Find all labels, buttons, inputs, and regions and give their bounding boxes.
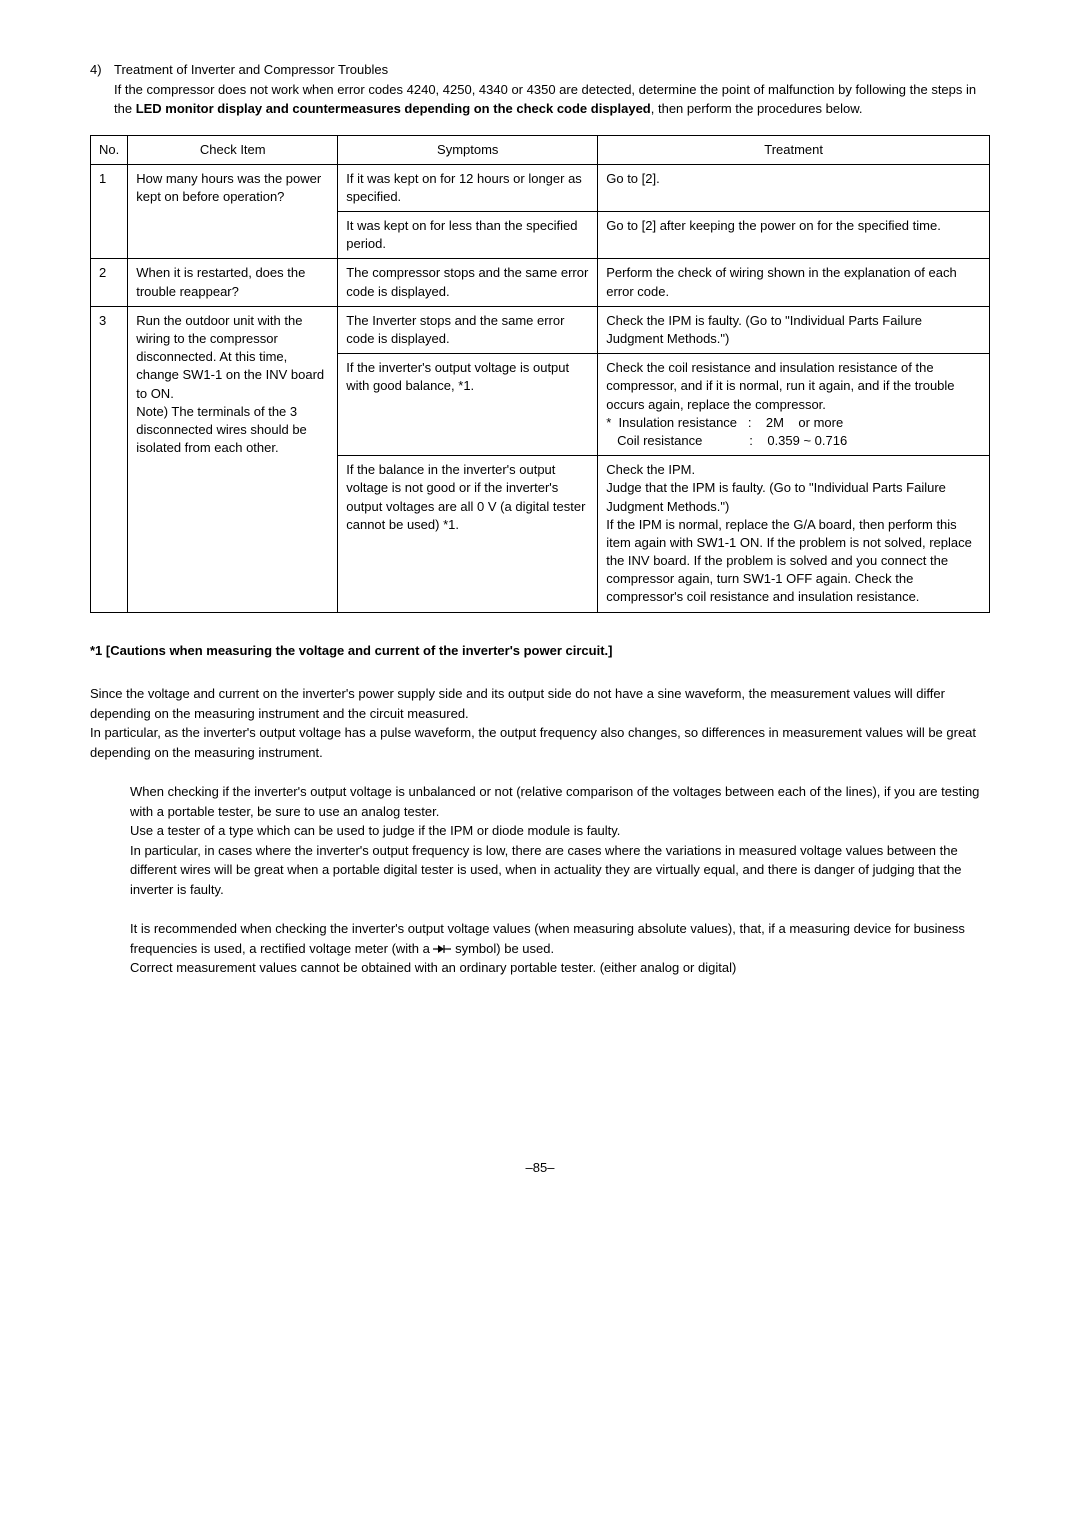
treat-3b-text: Check the coil resistance and insulation… bbox=[606, 359, 981, 414]
cell-check-2: When it is restarted, does the trouble r… bbox=[128, 259, 338, 306]
cell-sym-3b: If the inverter's output voltage is outp… bbox=[338, 354, 598, 456]
cell-check-1: How many hours was the power kept on bef… bbox=[128, 164, 338, 259]
cell-no-3: 3 bbox=[91, 306, 128, 612]
cautions-block2: It is recommended when checking the inve… bbox=[90, 919, 990, 978]
table-row: 1 How many hours was the power kept on b… bbox=[91, 164, 990, 211]
cell-sym-1b: It was kept on for less than the specifi… bbox=[338, 212, 598, 259]
header-symptoms: Symptoms bbox=[338, 135, 598, 164]
troubleshooting-table: No. Check Item Symptoms Treatment 1 How … bbox=[90, 135, 990, 613]
cell-treat-3c: Check the IPM. Judge that the IPM is fau… bbox=[598, 456, 990, 613]
cell-treat-3b: Check the coil resistance and insulation… bbox=[598, 354, 990, 456]
cell-no-2: 2 bbox=[91, 259, 128, 306]
intro-text-bold: LED monitor display and countermeasures … bbox=[136, 101, 651, 116]
cell-treat-1b: Go to [2] after keeping the power on for… bbox=[598, 212, 990, 259]
cell-sym-2: The compressor stops and the same error … bbox=[338, 259, 598, 306]
cautions-heading: *1 [Cautions when measuring the voltage … bbox=[90, 641, 990, 661]
cautions-p1: Since the voltage and current on the inv… bbox=[90, 684, 990, 762]
cell-sym-1a: If it was kept on for 12 hours or longer… bbox=[338, 164, 598, 211]
header-no: No. bbox=[91, 135, 128, 164]
cell-treat-3a: Check the IPM is faulty. (Go to "Individ… bbox=[598, 306, 990, 353]
intro-section: 4)Treatment of Inverter and Compressor T… bbox=[90, 60, 990, 119]
header-treatment: Treatment bbox=[598, 135, 990, 164]
cell-treat-1a: Go to [2]. bbox=[598, 164, 990, 211]
cautions-block1: When checking if the inverter's output v… bbox=[90, 782, 990, 899]
table-row: 2 When it is restarted, does the trouble… bbox=[91, 259, 990, 306]
cell-check-3: Run the outdoor unit with the wiring to … bbox=[128, 306, 338, 612]
section-number: 4) bbox=[90, 60, 114, 80]
intro-body: If the compressor does not work when err… bbox=[90, 80, 990, 119]
treat-3b-ins: * Insulation resistance : 2M or more bbox=[606, 414, 981, 432]
intro-heading: 4)Treatment of Inverter and Compressor T… bbox=[90, 60, 990, 80]
table-row: 3 Run the outdoor unit with the wiring t… bbox=[91, 306, 990, 353]
cell-treat-2: Perform the check of wiring shown in the… bbox=[598, 259, 990, 306]
table-header-row: No. Check Item Symptoms Treatment bbox=[91, 135, 990, 164]
header-check: Check Item bbox=[128, 135, 338, 164]
cell-sym-3a: The Inverter stops and the same error co… bbox=[338, 306, 598, 353]
page-number: –85– bbox=[90, 1158, 990, 1178]
cell-no-1: 1 bbox=[91, 164, 128, 259]
section-title: Treatment of Inverter and Compressor Tro… bbox=[114, 62, 388, 77]
diode-symbol-icon bbox=[433, 941, 451, 956]
treat-3b-coil: Coil resistance : 0.359 ~ 0.716 bbox=[606, 432, 981, 450]
cell-sym-3c: If the balance in the inverter's output … bbox=[338, 456, 598, 613]
intro-text-2: , then perform the procedures below. bbox=[651, 101, 863, 116]
